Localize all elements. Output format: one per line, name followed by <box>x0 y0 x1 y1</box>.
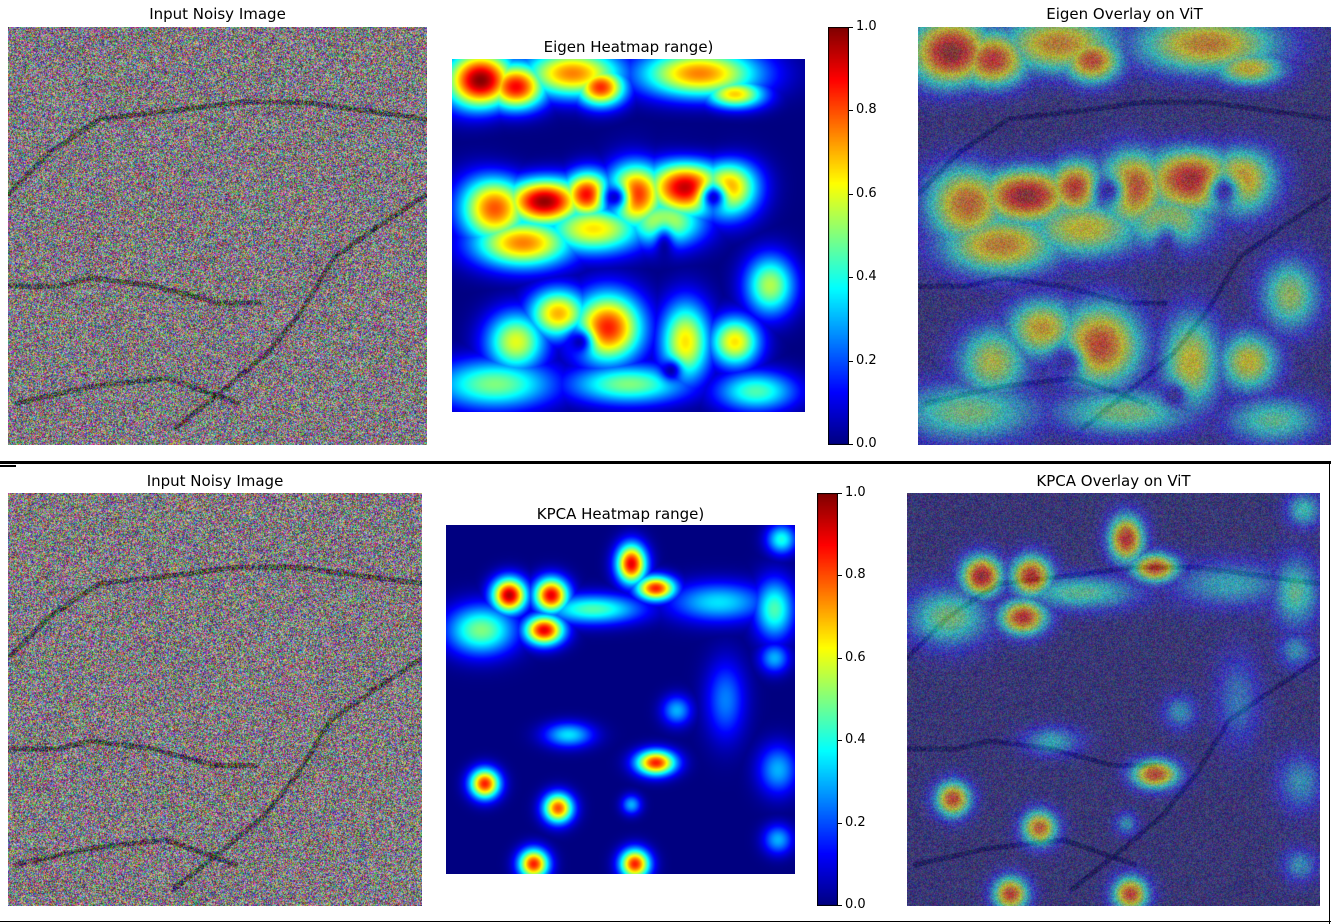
colorbar-tick-mark <box>838 823 842 824</box>
colorbar-tick-mark <box>849 110 853 111</box>
row1-noisy-title: Input Noisy Image <box>149 5 286 23</box>
row1-noisy-image <box>8 27 427 445</box>
colorbar-tick-mark <box>849 361 853 362</box>
colorbar-tick-mark <box>838 575 842 576</box>
colorbar-tick-label: 0.6 <box>856 186 877 201</box>
colorbar-tick-mark <box>849 27 853 28</box>
row2-kpca-overlay <box>907 493 1320 906</box>
row1-eigen-heatmap <box>452 59 805 412</box>
row2-heatmap-title: KPCA Heatmap range) <box>536 505 705 523</box>
colorbar-tick-label: 0.6 <box>845 650 866 665</box>
colorbar-tick-label: 0.8 <box>845 567 866 582</box>
colorbar-tick-mark <box>838 493 842 494</box>
colorbar-tick-mark <box>838 740 842 741</box>
row1-colorbar <box>828 27 849 445</box>
colorbar-tick-label: 0.0 <box>845 897 866 912</box>
colorbar-tick-label: 0.4 <box>845 732 866 747</box>
row1-overlay-title: Eigen Overlay on ViT <box>1046 5 1203 23</box>
colorbar-tick-label: 0.2 <box>856 353 877 368</box>
frame-bottom-edge <box>0 921 1331 922</box>
colorbar-tick-label: 1.0 <box>856 19 877 34</box>
row-divider-stub <box>0 465 16 467</box>
colorbar-tick-label: 0.8 <box>856 102 877 117</box>
row2-kpca-heatmap <box>446 525 795 874</box>
row2-overlay-title: KPCA Overlay on ViT <box>1036 472 1191 490</box>
colorbar-tick-mark <box>849 277 853 278</box>
colorbar-tick-label: 0.0 <box>856 436 877 451</box>
frame-right-edge <box>1329 464 1330 924</box>
colorbar-tick-mark <box>838 658 842 659</box>
colorbar-tick-label: 0.4 <box>856 269 877 284</box>
colorbar-tick-label: 0.2 <box>845 815 866 830</box>
row2-noisy-image <box>8 493 422 906</box>
row2-colorbar <box>817 493 838 906</box>
colorbar-tick-mark <box>849 194 853 195</box>
row-divider <box>0 461 1331 464</box>
colorbar-tick-mark <box>838 905 842 906</box>
row2-noisy-title: Input Noisy Image <box>146 472 284 490</box>
colorbar-tick-mark <box>849 444 853 445</box>
row1-heatmap-title: Eigen Heatmap range) <box>543 38 714 56</box>
colorbar-tick-label: 1.0 <box>845 485 866 500</box>
row1-eigen-overlay <box>918 27 1331 445</box>
